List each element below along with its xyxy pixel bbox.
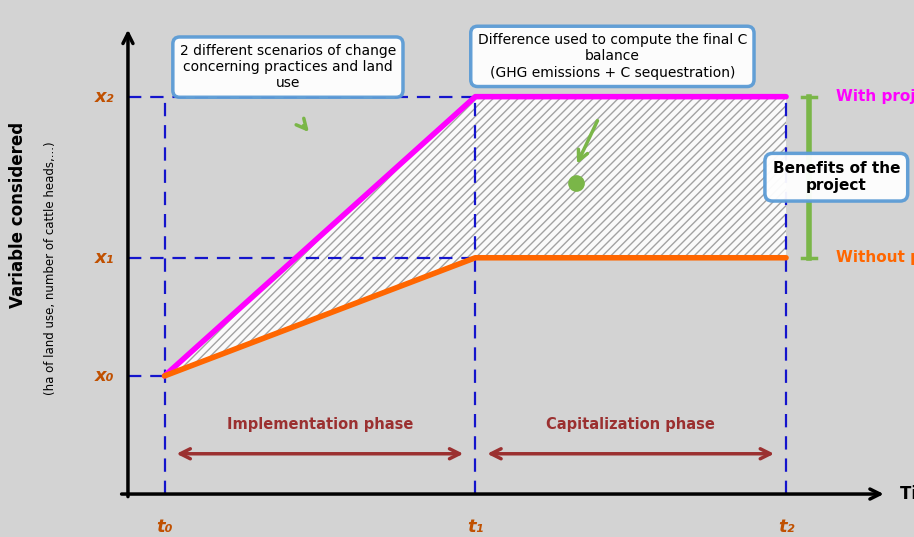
Text: t₂: t₂ (778, 518, 794, 536)
Text: Implementation phase: Implementation phase (227, 417, 413, 432)
Text: Benefits of the
project: Benefits of the project (772, 161, 900, 193)
Text: t₁: t₁ (467, 518, 484, 536)
Text: Time (years): Time (years) (900, 485, 914, 503)
Text: (ha of land use, number of cattle heads,...): (ha of land use, number of cattle heads,… (44, 142, 57, 395)
Text: x₂: x₂ (95, 88, 114, 106)
Text: Without project: Without project (836, 250, 914, 265)
Text: t₀: t₀ (156, 518, 173, 536)
Text: Difference used to compute the final C
balance
(GHG emissions + C sequestration): Difference used to compute the final C b… (478, 33, 747, 79)
Polygon shape (165, 97, 786, 376)
Text: Variable considered: Variable considered (9, 122, 27, 308)
Text: With project: With project (836, 89, 914, 104)
Text: Capitalization phase: Capitalization phase (547, 417, 715, 432)
Text: 2 different scenarios of change
concerning practices and land
use: 2 different scenarios of change concerni… (180, 44, 396, 90)
Text: x₁: x₁ (95, 249, 114, 267)
Text: x₀: x₀ (95, 367, 114, 385)
